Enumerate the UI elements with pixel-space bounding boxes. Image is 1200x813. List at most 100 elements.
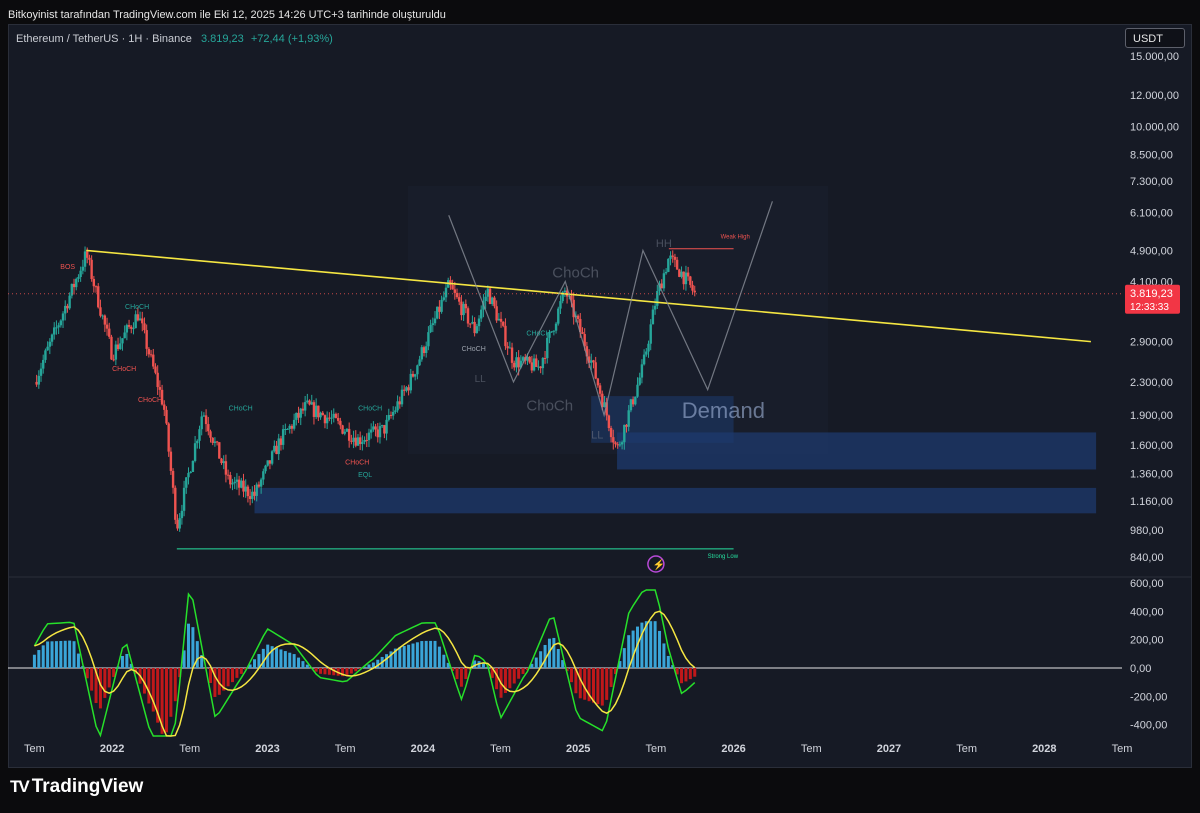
- candle-body: [211, 437, 214, 443]
- candle-body: [402, 389, 406, 391]
- candle-body: [66, 305, 69, 309]
- candle-body: [182, 487, 186, 511]
- histogram-bar: [68, 640, 72, 668]
- candle-body: [328, 417, 331, 419]
- candle-body: [92, 278, 96, 287]
- candle-body: [297, 412, 300, 418]
- candle-body: [618, 444, 622, 446]
- current-price-tag: [1125, 284, 1180, 314]
- currency-button[interactable]: USDT: [1125, 28, 1185, 48]
- candle-body: [61, 313, 65, 321]
- price-axis-tick: 4.900,00: [1130, 245, 1173, 257]
- candle-body: [37, 375, 41, 385]
- candle-body: [433, 318, 437, 324]
- candle-body: [160, 389, 164, 405]
- candle-body: [156, 372, 159, 388]
- candle-body: [438, 306, 441, 312]
- candle-body: [218, 442, 221, 459]
- candle-body: [226, 474, 230, 476]
- candle-body: [72, 283, 76, 288]
- candle-body: [277, 438, 280, 455]
- candle-body: [640, 364, 644, 378]
- candle-body: [579, 318, 582, 332]
- histogram-bar: [455, 668, 459, 680]
- candle-body: [675, 259, 679, 270]
- candle-body: [372, 426, 375, 430]
- candle-body: [187, 472, 190, 478]
- candle-body: [587, 356, 591, 363]
- candle-body: [660, 283, 663, 289]
- candle-body: [332, 413, 335, 418]
- histogram-bar: [561, 660, 565, 668]
- candle-body: [46, 346, 49, 351]
- time-axis-tick: Tem: [1112, 743, 1133, 755]
- candle-body: [596, 378, 600, 386]
- histogram-bar: [76, 653, 80, 668]
- candle-body: [376, 429, 379, 438]
- histogram-bar: [569, 668, 573, 683]
- countdown-text: 12:33:33: [1130, 302, 1169, 313]
- candle-body: [262, 471, 265, 480]
- candle-body: [264, 465, 267, 472]
- candle-body: [350, 440, 353, 442]
- oscillator-axis-tick: 600,00: [1130, 578, 1164, 590]
- candle-body: [279, 438, 283, 445]
- histogram-bar: [402, 646, 406, 668]
- candle-body: [460, 301, 463, 316]
- oscillator-slow-line: [34, 610, 696, 737]
- candle-body: [103, 315, 107, 325]
- candle-body: [189, 471, 192, 473]
- candle-body: [526, 356, 529, 361]
- candle-body: [367, 432, 371, 441]
- candle-body: [312, 402, 316, 417]
- candle-body: [268, 460, 272, 464]
- candle-body: [253, 491, 256, 496]
- histogram-bar: [125, 653, 129, 668]
- candle-body: [389, 415, 393, 417]
- time-axis-tick: Tem: [24, 743, 45, 755]
- candle-body: [653, 305, 657, 310]
- price-axis-tick: 12.000,00: [1130, 90, 1179, 102]
- candle-body: [303, 402, 307, 411]
- candle-body: [281, 429, 285, 445]
- candle-body: [233, 481, 236, 484]
- candle-body: [288, 425, 291, 429]
- histogram-bar: [371, 662, 375, 668]
- oscillator-fast-line: [33, 589, 696, 738]
- candle-body: [334, 413, 338, 418]
- time-axis-tick: 2025: [566, 743, 590, 755]
- candle-body: [343, 431, 346, 434]
- candle-body: [625, 424, 628, 427]
- candle-body: [119, 343, 122, 349]
- histogram-bar: [415, 642, 419, 668]
- histogram-bar: [354, 668, 358, 672]
- candle-body: [374, 426, 377, 430]
- candle-body: [77, 277, 80, 279]
- histogram-bar: [653, 621, 657, 668]
- histogram-bar: [279, 649, 283, 668]
- histogram-bar: [517, 668, 521, 679]
- candle-body: [325, 417, 329, 424]
- candle-body: [409, 373, 412, 391]
- histogram-bar: [583, 668, 587, 700]
- histogram-bar: [680, 668, 684, 684]
- candle-body: [387, 415, 390, 420]
- candle-body: [171, 470, 175, 488]
- histogram-bar: [640, 622, 644, 668]
- annotation-label: CHoCH: [462, 346, 486, 353]
- histogram-bar: [627, 635, 631, 668]
- candle-body: [123, 332, 126, 339]
- candle-body: [83, 251, 87, 267]
- candle-body: [158, 387, 162, 390]
- candle-body: [251, 491, 254, 499]
- histogram-bar: [288, 652, 292, 668]
- candle-body: [127, 325, 131, 327]
- order-block-zone-upper: [617, 432, 1097, 470]
- histogram-bar: [186, 623, 190, 668]
- histogram-bar: [59, 640, 63, 668]
- candle-body: [255, 484, 258, 496]
- candle-body: [605, 402, 608, 416]
- candle-body: [603, 402, 606, 408]
- candle-body: [222, 461, 225, 464]
